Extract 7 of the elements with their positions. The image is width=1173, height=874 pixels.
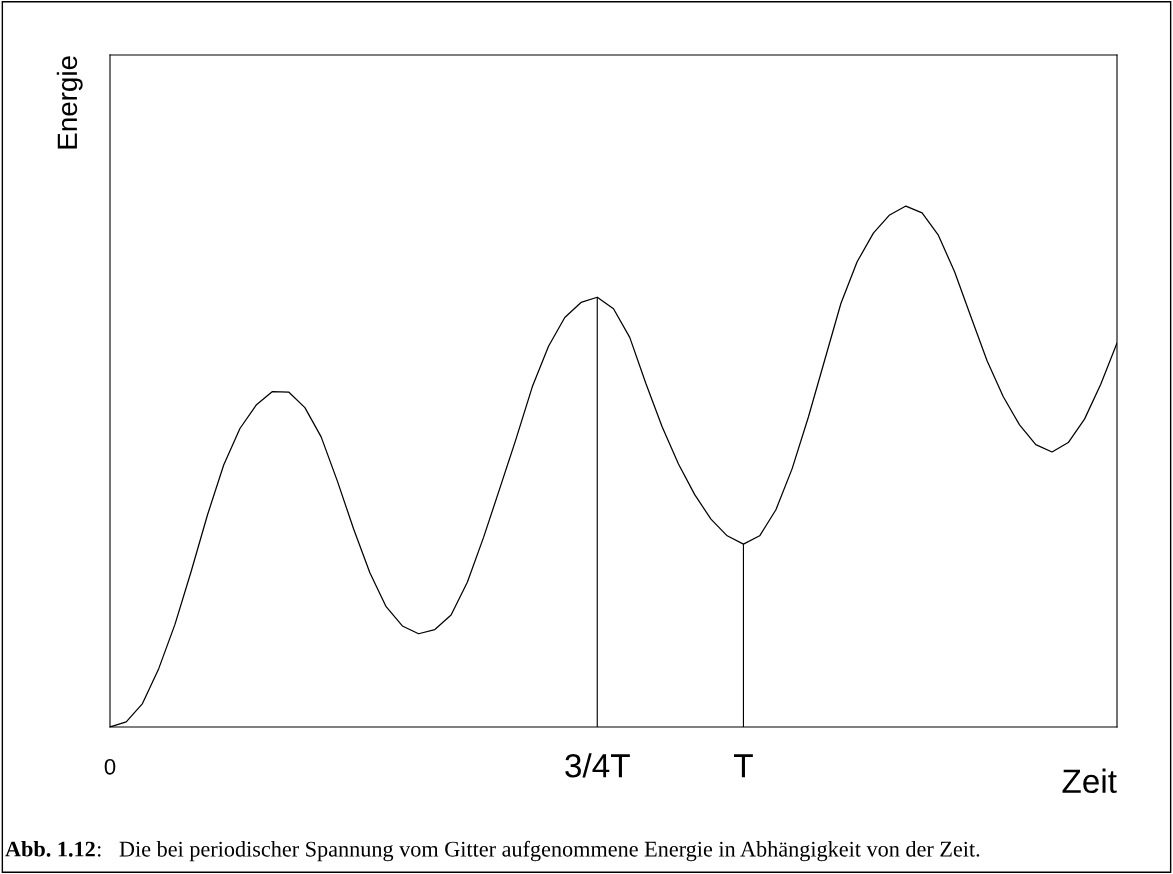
y-axis-title: Energie: [56, 56, 83, 149]
x-tick-label: T: [734, 754, 753, 778]
x-axis-title: Zeit: [1062, 768, 1117, 794]
caption: Abb. 1.12: [5, 840, 95, 857]
x-tick-label: 0: [104, 758, 116, 775]
x-tick-label: 3/4T: [565, 753, 630, 778]
text: : Die bei periodischer Spannung vom Gitter aufgenommene Energie in Abhängigkeit von der Zeit.: [97, 840, 980, 862]
